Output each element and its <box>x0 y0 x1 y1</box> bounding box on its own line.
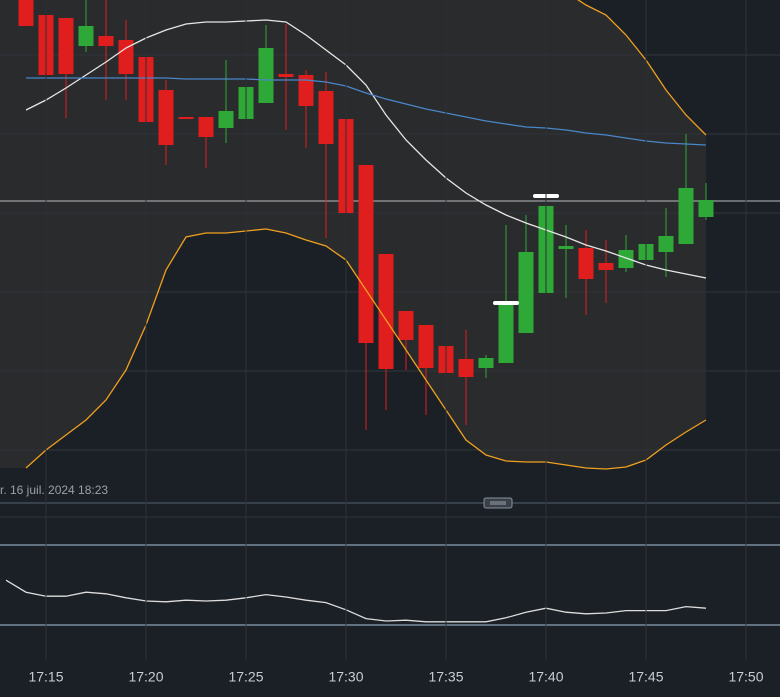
indicator-pane <box>0 544 780 626</box>
candle-body <box>318 91 334 144</box>
candle-body <box>458 359 474 377</box>
x-tick-label: 17:25 <box>228 669 263 685</box>
candle-body <box>98 36 114 46</box>
x-tick-label: 17:50 <box>728 669 763 685</box>
candle-body <box>478 358 494 368</box>
date-label: r. 16 juil. 2024 18:23 <box>0 483 108 497</box>
candle-body <box>258 48 274 103</box>
x-axis: 17:15 17:20 17:25 17:30 17:35 17:40 17:45 17:50 <box>28 0 764 685</box>
x-tick-label: 17:45 <box>628 669 663 685</box>
candle-body <box>78 26 94 46</box>
x-tick-label: 17:15 <box>28 669 63 685</box>
candle-body <box>418 325 434 368</box>
candle-body <box>298 75 314 106</box>
resize-handle[interactable] <box>483 497 513 509</box>
candle-body <box>618 250 634 268</box>
indicator-line <box>5 579 707 623</box>
candle-body <box>698 200 714 217</box>
overlay-line <box>25 19 707 279</box>
candle-body <box>398 311 414 340</box>
candle-body <box>658 236 674 252</box>
candle-body <box>158 90 174 145</box>
candle-body <box>58 18 74 74</box>
x-tick-label: 17:40 <box>528 669 563 685</box>
price-pane <box>0 0 780 470</box>
x-tick-label: 17:30 <box>328 669 363 685</box>
overlay-line <box>25 228 707 470</box>
candle-body <box>578 248 594 279</box>
candle-body <box>518 252 534 333</box>
candle-body <box>198 117 214 137</box>
candle-body <box>358 165 374 343</box>
candle-body <box>378 254 394 369</box>
x-tick-label: 17:35 <box>428 669 463 685</box>
candle-body <box>558 246 574 249</box>
candle-body <box>118 40 134 74</box>
x-tick-label: 17:20 <box>128 669 163 685</box>
candle-body <box>218 111 234 128</box>
candle-body <box>678 188 694 244</box>
candle-body <box>18 0 34 26</box>
candle-body <box>278 74 294 77</box>
band-fill <box>0 0 706 469</box>
candle-body <box>598 263 614 270</box>
overlay-line <box>26 77 707 146</box>
overlay-line <box>577 0 707 136</box>
candle-body <box>178 117 194 119</box>
candle-body <box>498 303 514 363</box>
